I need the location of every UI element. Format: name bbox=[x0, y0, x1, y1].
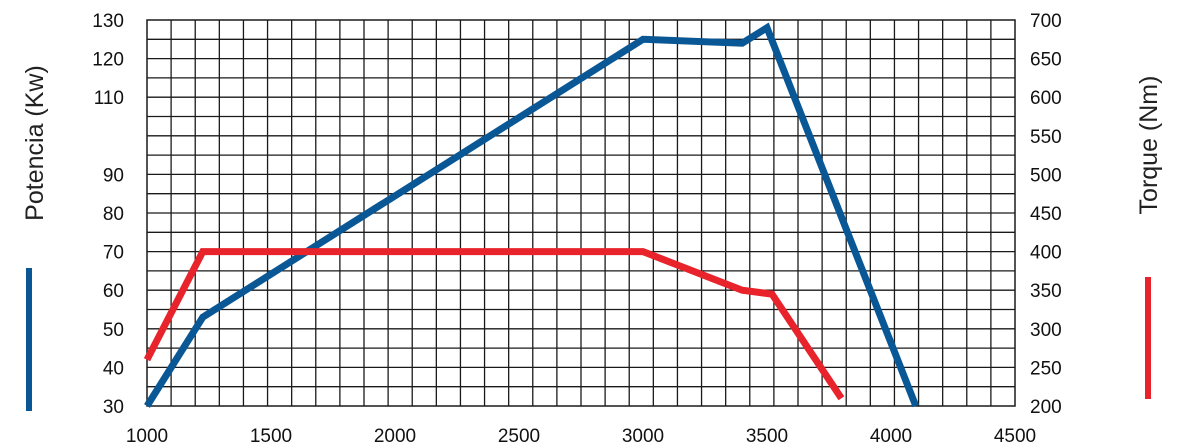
series-lines bbox=[143, 22, 920, 408]
left-tick-label: 130 bbox=[92, 11, 124, 32]
grid bbox=[147, 20, 1015, 406]
left-axis-title: Potencia (Kw) bbox=[21, 65, 49, 221]
x-axis-ticks: 1000 1500 2000 2500 3000 3500 4000 4500 bbox=[126, 426, 1036, 447]
left-tick-label: 40 bbox=[103, 358, 124, 379]
left-tick-label: 80 bbox=[103, 204, 124, 225]
x-tick-label: 2500 bbox=[498, 426, 540, 447]
right-tick-label: 600 bbox=[1030, 88, 1062, 109]
right-tick-label: 650 bbox=[1030, 50, 1062, 71]
power-series-line bbox=[144, 22, 920, 408]
left-axis-color-key bbox=[26, 268, 32, 411]
right-tick-label: 450 bbox=[1030, 204, 1062, 225]
right-tick-label: 300 bbox=[1030, 320, 1062, 341]
right-tick-label: 500 bbox=[1030, 165, 1062, 186]
x-tick-label: 4000 bbox=[870, 426, 912, 447]
torque-series-line bbox=[143, 248, 845, 401]
left-tick-label: 70 bbox=[103, 243, 124, 264]
right-axis-ticks: 200 250 300 350 400 450 500 550 600 650 700 bbox=[1030, 11, 1062, 418]
left-axis-ticks: 30 40 50 60 70 80 90 110 120 130 bbox=[92, 11, 124, 418]
left-tick-label: 90 bbox=[103, 165, 124, 186]
left-tick-label: 110 bbox=[94, 88, 124, 109]
x-tick-label: 2000 bbox=[374, 426, 416, 447]
right-tick-label: 200 bbox=[1030, 397, 1062, 418]
right-tick-label: 550 bbox=[1030, 127, 1062, 148]
right-tick-label: 700 bbox=[1030, 11, 1062, 32]
right-tick-label: 350 bbox=[1030, 281, 1062, 302]
right-tick-label: 400 bbox=[1030, 243, 1062, 264]
left-tick-label: 120 bbox=[92, 50, 124, 71]
right-axis-title: Torque (Nm) bbox=[1135, 76, 1163, 215]
x-tick-label: 1500 bbox=[250, 426, 292, 447]
x-tick-label: 3500 bbox=[746, 426, 788, 447]
x-tick-label: 1000 bbox=[126, 426, 168, 447]
x-tick-label: 3000 bbox=[622, 426, 664, 447]
plot-frame bbox=[146, 19, 1016, 407]
left-tick-label: 50 bbox=[103, 320, 124, 341]
left-tick-label: 30 bbox=[103, 397, 124, 418]
right-tick-label: 250 bbox=[1030, 358, 1062, 379]
right-axis-color-key bbox=[1145, 277, 1151, 399]
left-tick-label: 60 bbox=[103, 281, 124, 302]
x-tick-label: 4500 bbox=[994, 426, 1036, 447]
